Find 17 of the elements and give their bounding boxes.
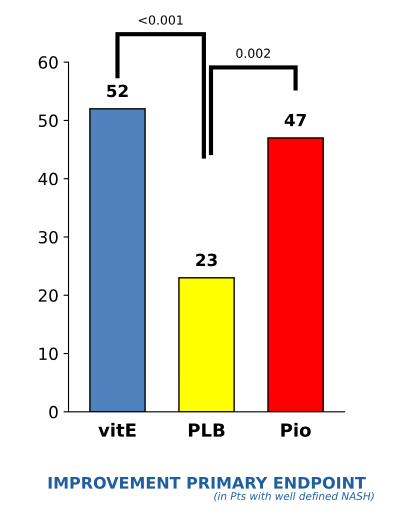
y-tick-label: 0 (49, 406, 58, 418)
y-tick-label: 10 (39, 347, 58, 360)
x-tick-label: vitE (98, 422, 136, 437)
y-tick-label: 30 (38, 230, 58, 244)
y-tick-label: 60 (38, 56, 58, 69)
text: 0.002 (236, 48, 270, 58)
x-tick-label: PLB (188, 423, 225, 437)
data-label: 23 (196, 254, 217, 266)
data-label: 47 (284, 114, 306, 126)
y-tick-label: 20 (38, 289, 58, 302)
x-axis-title: IMPROVEMENT PRIMARY ENDPOINT (48, 476, 366, 489)
text: (in Pts with well defined NASH) (214, 492, 374, 502)
y-tick-label: 40 (38, 172, 58, 186)
x-tick-label: Pio (281, 422, 311, 437)
data-label: 52 (107, 84, 128, 98)
y-tick-label: 50 (38, 114, 58, 128)
text: <0.001 (138, 15, 183, 25)
